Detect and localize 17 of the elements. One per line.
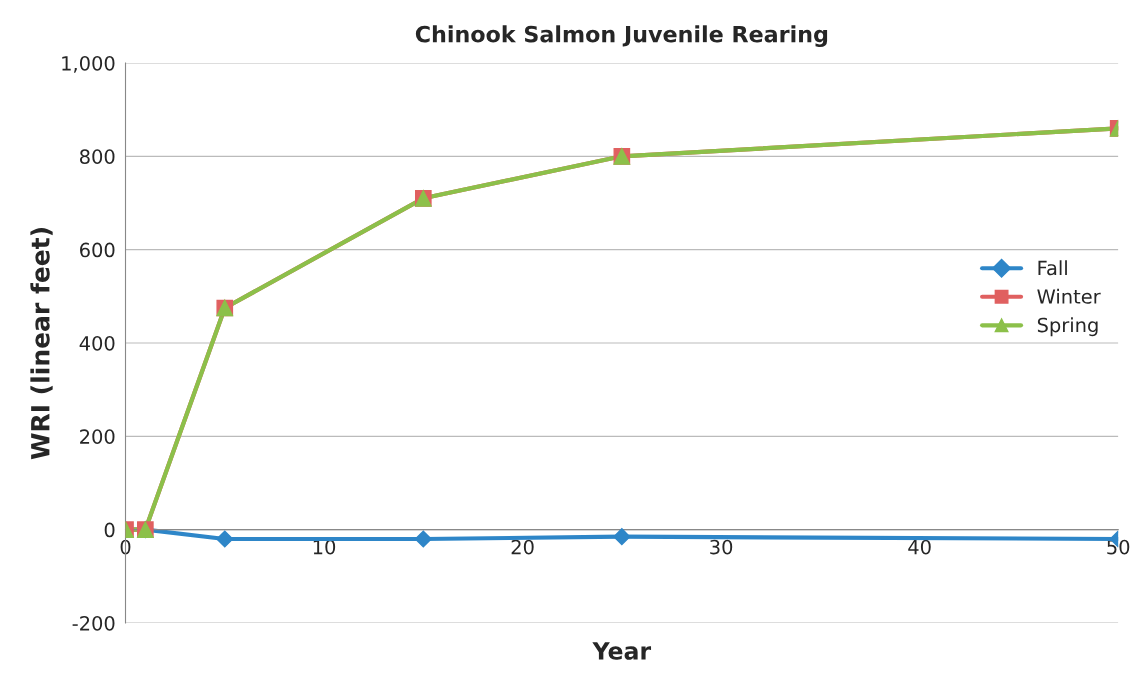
- x-tick-label: 40: [908, 539, 931, 555]
- y-tick-label: -200: [72, 615, 115, 631]
- y-tick-label: 1,000: [62, 55, 115, 73]
- y-tick-label: 800: [79, 149, 115, 164]
- legend-label: Winter: [1037, 288, 1101, 304]
- legend-label: Fall: [1038, 260, 1067, 276]
- y-axis-title: WRI (linear feet): [30, 228, 53, 460]
- y-tick-label: 600: [80, 242, 115, 258]
- y-tick-label: 0: [104, 522, 115, 538]
- chart-title: Chinook Salmon Juvenile Rearing: [415, 25, 828, 47]
- legend-label: Spring: [1037, 317, 1098, 337]
- y-tick-label: 400: [79, 335, 115, 351]
- y-tick-label: 200: [80, 429, 115, 444]
- x-axis-title: Year: [592, 642, 652, 660]
- x-tick-label: 0: [120, 539, 131, 555]
- x-tick-label: 20: [511, 539, 534, 555]
- x-tick-label: 30: [710, 539, 733, 555]
